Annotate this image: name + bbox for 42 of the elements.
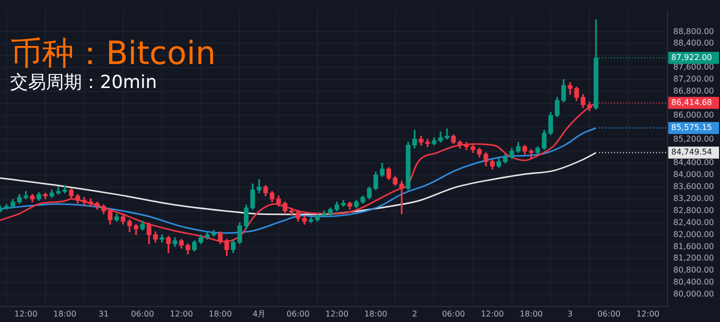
x-tick-label: 12:00	[480, 309, 504, 318]
annotation: 84,749.54	[671, 148, 712, 157]
y-tick-label: 84,000.00	[673, 170, 714, 180]
x-tick-label: 06:00	[130, 309, 154, 318]
y-tick-label: 86,000.00	[673, 110, 714, 120]
x-tick-label: 18:00	[364, 309, 388, 318]
x-tick-label: 18:00	[208, 309, 232, 318]
x-tick-label: 18:00	[520, 309, 543, 318]
text: 币种：Bitcoin	[10, 33, 216, 72]
x-tick-label: 12:00	[325, 309, 348, 318]
y-tick-label: 88,400.00	[673, 38, 714, 48]
x-tick-label: 12:00	[14, 309, 38, 318]
annotation: 86,414.68	[671, 98, 712, 107]
y-tick-label: 80,400.00	[673, 278, 714, 287]
x-tick-label: 31	[98, 309, 109, 318]
y-tick-label: 80,000.00	[673, 290, 714, 299]
y-tick-label: 81,200.00	[673, 254, 714, 263]
y-tick-label: 82,800.00	[673, 206, 714, 215]
y-tick-label: 88,800.00	[673, 26, 714, 36]
annotation: 87,922.00	[671, 52, 712, 62]
y-tick-label: 87,600.00	[673, 62, 714, 72]
y-tick-label: 82,400.00	[673, 218, 714, 227]
x-tick-label: 06:00	[442, 309, 466, 318]
y-tick-label: 83,600.00	[673, 182, 714, 192]
annotation: 85,575.15	[671, 123, 712, 132]
y-tick-label: 84,400.00	[673, 158, 714, 168]
text: 交易周期：20min	[10, 71, 157, 94]
y-tick-label: 80,800.00	[673, 266, 714, 275]
y-tick-label: 85,200.00	[673, 134, 714, 144]
y-tick-label: 86,800.00	[673, 86, 714, 96]
x-tick-label: 12:00	[170, 309, 193, 318]
x-tick-label: 06:00	[286, 309, 310, 318]
y-tick-label: 83,200.00	[673, 194, 714, 203]
x-tick-label: 2	[412, 309, 418, 318]
x-tick-label: 4月	[252, 309, 266, 318]
x-tick-label: 18:00	[53, 309, 76, 318]
x-tick-label: 06:00	[597, 309, 621, 318]
y-tick-label: 81,600.00	[673, 242, 714, 251]
x-tick-label: 12:00	[636, 309, 660, 318]
y-tick-label: 82,000.00	[673, 230, 714, 239]
x-tick-label: 3	[568, 309, 573, 318]
y-tick-label: 87,200.00	[673, 74, 714, 84]
